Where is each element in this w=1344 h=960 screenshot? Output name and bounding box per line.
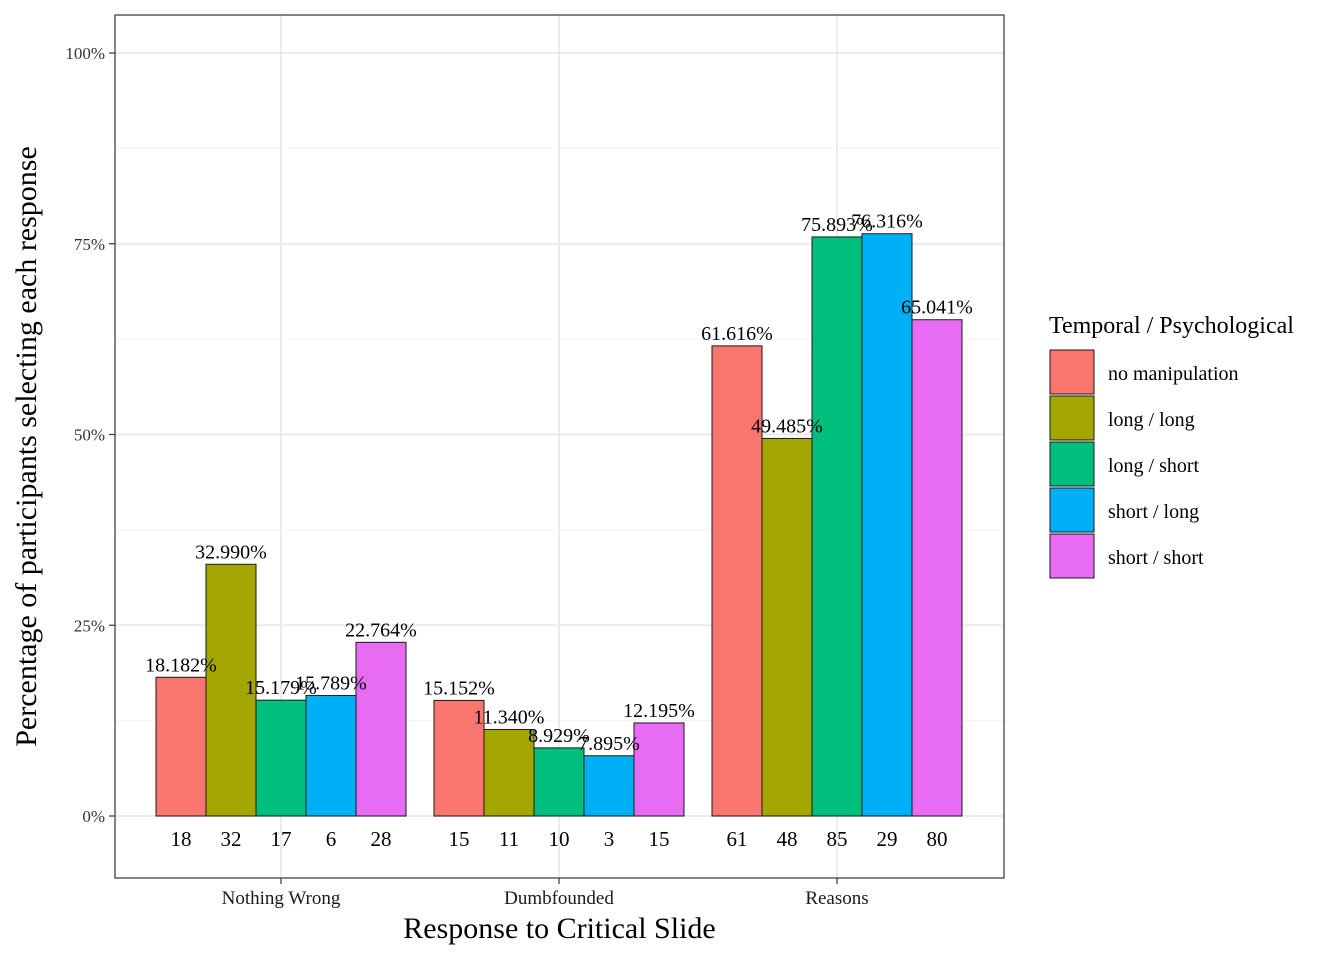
legend-label: no manipulation [1108, 363, 1239, 385]
bars [155, 233, 963, 817]
bar-value-label: 75.893% [801, 214, 873, 236]
bar [205, 563, 257, 817]
legend-label: long / short [1108, 455, 1200, 477]
bar-count-label: 6 [326, 827, 337, 851]
y-tick-label: 50% [74, 426, 105, 445]
bar-count-label: 29 [877, 827, 898, 851]
bar [811, 236, 863, 817]
data-labels: 18.182% 18 32.990% 32 15.179% 17 15.789% 6 22.76… [145, 211, 973, 851]
bar [761, 437, 813, 817]
legend-key [1049, 349, 1095, 395]
bar-value-label: 76.316% [851, 211, 923, 233]
bar-count-label: 10 [549, 827, 570, 851]
bar-value-label: 12.195% [623, 700, 695, 722]
axes: 0% 25% 50% 75% 100% Nothing Wrong Dumbfounded R… [65, 44, 868, 909]
y-axis-title: Percentage of participants selecting eac… [10, 146, 43, 747]
bar [355, 641, 407, 817]
legend-label: long / long [1108, 409, 1195, 431]
bar [155, 676, 207, 817]
bar-count-label: 11 [499, 827, 519, 851]
bar-count-label: 18 [171, 827, 192, 851]
bar-value-label: 61.616% [701, 323, 773, 345]
legend-title: Temporal / Psychological [1049, 313, 1294, 339]
bar-count-label: 48 [777, 827, 798, 851]
bar-value-label: 15.152% [423, 677, 495, 699]
bar-count-label: 85 [827, 827, 848, 851]
legend-key [1049, 533, 1095, 579]
bar [433, 699, 485, 817]
y-tick-label: 75% [74, 235, 105, 254]
y-tick-label: 100% [65, 44, 105, 63]
bar-count-label: 32 [221, 827, 242, 851]
legend-key [1049, 395, 1095, 441]
bar-value-label: 15.789% [295, 673, 367, 695]
y-tick-label: 25% [74, 616, 105, 635]
bar [911, 319, 963, 817]
legend-label: short / long [1108, 501, 1199, 523]
bar [711, 345, 763, 817]
bar [255, 699, 307, 817]
bar [483, 728, 535, 817]
bar-count-label: 28 [371, 827, 392, 851]
bar-count-label: 3 [604, 827, 615, 851]
bar-count-label: 80 [927, 827, 948, 851]
x-tick-label: Reasons [805, 888, 868, 909]
y-tick-label: 0% [82, 807, 105, 826]
bar-count-label: 17 [271, 827, 292, 851]
bar-count-label: 61 [727, 827, 748, 851]
bar-count-label: 15 [649, 827, 670, 851]
bar-value-label: 49.485% [751, 415, 823, 437]
bar [633, 722, 685, 817]
bar-value-label: 11.340% [474, 706, 545, 728]
legend-label: short / short [1108, 547, 1204, 569]
x-tick-label: Nothing Wrong [222, 888, 341, 909]
bar-value-label: 7.895% [578, 733, 640, 755]
bar [533, 747, 585, 817]
x-tick-label: Dumbfounded [504, 888, 614, 909]
bar-value-label: 32.990% [195, 541, 267, 563]
bar-value-label: 8.929% [528, 725, 590, 747]
bar-value-label: 65.041% [901, 297, 973, 319]
x-axis-title: Response to Critical Slide [403, 912, 715, 945]
legend: Temporal / Psychological no manipulation… [1049, 313, 1294, 579]
legend-key [1049, 487, 1095, 533]
bar [861, 233, 913, 817]
legend-items: no manipulation long / long long / short sh… [1049, 349, 1239, 579]
legend-key [1049, 441, 1095, 487]
bar-value-label: 18.182% [145, 654, 217, 676]
bar-value-label: 22.764% [345, 619, 417, 641]
bar [583, 755, 635, 817]
bar-count-label: 15 [449, 827, 470, 851]
bar [305, 695, 357, 817]
bar-value-label: 15.179% [245, 677, 317, 699]
